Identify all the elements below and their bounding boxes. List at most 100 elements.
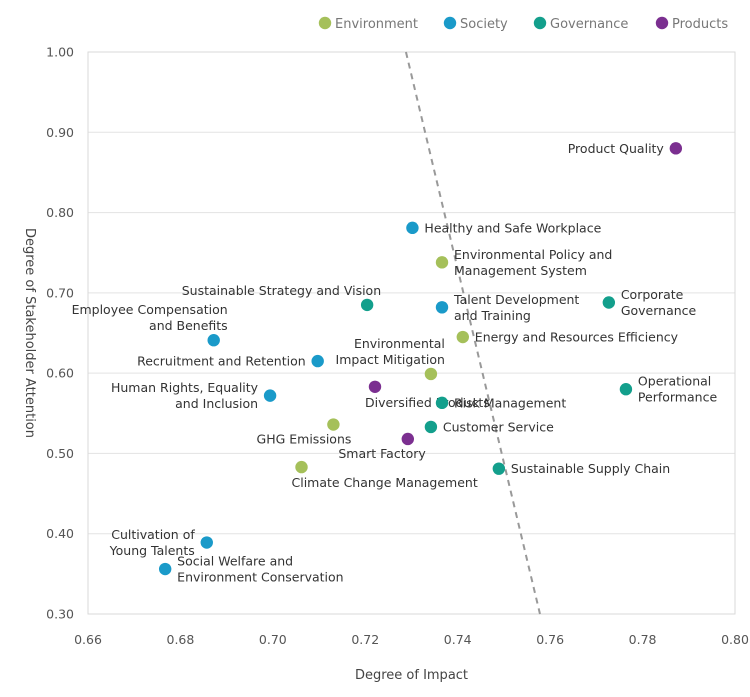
point-label: Talent Development and Training (453, 292, 579, 323)
point-label: Diversified Products (365, 395, 490, 410)
x-tick-label: 0.72 (351, 632, 379, 647)
point-label-line: Talent Development (453, 292, 579, 307)
data-point (602, 296, 616, 309)
point-label-line: Energy and Resources Efficiency (475, 330, 679, 345)
point-label-line: Environmental (354, 336, 445, 351)
data-point (311, 354, 324, 368)
point-label: Sustainable Supply Chain (511, 461, 670, 476)
data-point (456, 330, 469, 344)
point-label-line: and Inclusion (175, 396, 258, 411)
data-points (158, 142, 683, 576)
data-point (406, 221, 419, 235)
legend-label: Environment (335, 17, 418, 32)
data-point (327, 418, 340, 431)
point-label-line: Human Rights, Equality (111, 380, 259, 395)
point-label-line: Young Talents (109, 543, 195, 558)
point-label: Corporate Governance (621, 287, 697, 318)
point-label-line: and Benefits (149, 318, 228, 333)
point-label: Employee Compensation and Benefits (72, 302, 228, 333)
plot-area (87, 51, 736, 615)
y-tick-label: 0.50 (46, 446, 74, 461)
point-label-line: Cultivation of (111, 527, 195, 542)
point-label-line: Sustainable Strategy and Vision (182, 283, 381, 298)
legend-label: Governance (550, 17, 628, 32)
data-point (158, 562, 172, 576)
point-label-line: Corporate (621, 287, 684, 302)
legend-marker (318, 16, 332, 30)
x-tick-label: 0.76 (536, 632, 564, 647)
y-tick-label: 0.30 (46, 607, 74, 622)
x-tick-label: 0.80 (721, 632, 749, 647)
point-label-line: Smart Factory (338, 446, 426, 461)
legend-marker (655, 16, 669, 30)
point-label-line: Impact Mitigation (336, 352, 445, 367)
x-tick-label: 0.68 (167, 632, 195, 647)
point-label-line: Social Welfare and (177, 554, 293, 569)
data-point (435, 256, 449, 269)
point-label: Healthy and Safe Workplace (424, 220, 601, 235)
data-point (295, 460, 308, 474)
data-point (492, 462, 506, 475)
point-label-line: Climate Change Management (292, 475, 478, 490)
tick-labels: 0.30 0.40 0.50 0.60 0.70 0.80 0.90 1.00 0.66 0.68… (46, 45, 749, 648)
y-tick-label: 0.60 (46, 366, 74, 381)
x-tick-label: 0.70 (259, 632, 287, 647)
y-tick-label: 0.80 (46, 205, 74, 220)
point-label: Product Quality (568, 141, 665, 156)
legend-label: Society (460, 17, 508, 32)
point-label: Human Rights, Equality and Inclusion (111, 380, 259, 411)
point-label-line: Product Quality (568, 141, 665, 156)
data-point (263, 389, 277, 402)
data-point (200, 536, 213, 549)
point-label: Customer Service (443, 419, 554, 434)
data-point (207, 334, 220, 347)
x-tick-label: 0.74 (444, 632, 472, 647)
y-tick-label: 0.40 (46, 526, 74, 541)
point-label: GHG Emissions (257, 432, 352, 447)
legend-label: Products (672, 17, 728, 32)
point-label-line: Healthy and Safe Workplace (424, 220, 601, 235)
point-label-line: Recruitment and Retention (137, 354, 306, 369)
point-label: Risk Management (454, 395, 566, 410)
point-label-line: Employee Compensation (72, 302, 228, 317)
point-label: Operational Performance (638, 374, 718, 405)
point-label: Environmental Impact Mitigation (336, 336, 445, 367)
grid-lines (88, 51, 735, 615)
y-axis-title: Degree of Stakeholder Attention (22, 228, 37, 438)
data-point (435, 301, 449, 314)
x-tick-label: 0.78 (629, 632, 657, 647)
point-label: Smart Factory (338, 446, 426, 461)
point-label-line: Environment Conservation (177, 570, 343, 585)
y-tick-label: 1.00 (46, 45, 74, 60)
y-tick-label: 0.90 (46, 125, 74, 140)
point-label-line: Sustainable Supply Chain (511, 461, 670, 476)
point-label: Sustainable Strategy and Vision (182, 283, 381, 298)
point-label: Environmental Policy and Management Syste… (454, 247, 612, 278)
trend-line (404, 51, 541, 615)
point-label-line: Environmental Policy and (454, 247, 612, 262)
point-label-line: Performance (638, 390, 718, 405)
data-point (360, 298, 374, 312)
point-label-line: Diversified Products (365, 395, 490, 410)
data-point (401, 432, 415, 446)
data-point (669, 142, 683, 155)
legend: Environment Society Governance Products (318, 16, 728, 32)
data-point (435, 396, 449, 410)
point-label: Climate Change Management (292, 475, 478, 490)
point-label-line: Management System (454, 263, 587, 278)
point-label: Energy and Resources Efficiency (475, 330, 679, 345)
point-label: Recruitment and Retention (137, 354, 306, 369)
point-label-line: Customer Service (443, 419, 554, 434)
point-labels: Product Quality Healthy and Safe Workplac… (72, 141, 718, 585)
trend-line-group (404, 51, 541, 615)
data-point (619, 383, 633, 396)
point-label-line: Operational (638, 374, 711, 389)
point-label-line: Risk Management (454, 395, 566, 410)
y-tick-label: 0.70 (46, 285, 74, 300)
legend-marker (443, 16, 457, 30)
data-point (424, 420, 438, 434)
data-point (424, 367, 438, 381)
point-label-line: and Training (454, 308, 531, 323)
